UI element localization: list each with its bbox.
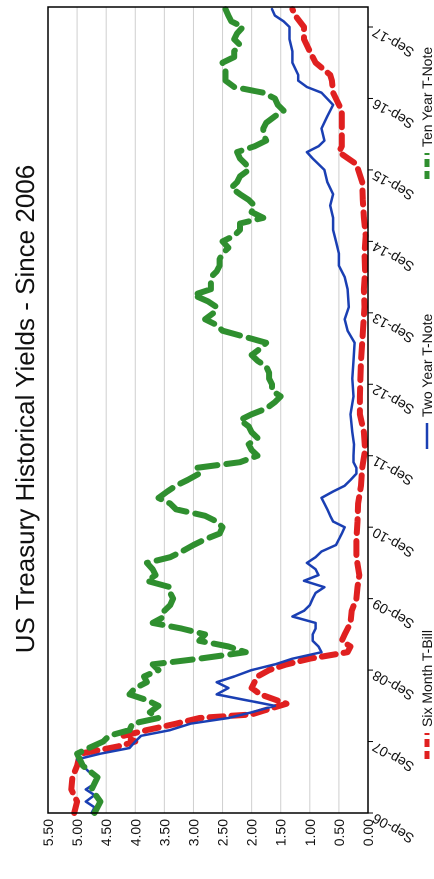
legend-label: Six Month T-Bill bbox=[419, 630, 434, 727]
series-line-two-year-t-note bbox=[75, 7, 358, 815]
y-tick-label: 4.50 bbox=[98, 819, 114, 846]
legend-label: Two Year T-Note bbox=[419, 314, 434, 417]
x-axis-ticks: Sep-06 Sep-07 Sep-08 Sep-09 Sep-10 Sep-11 Sep-… bbox=[368, 24, 417, 847]
series-line-ten-year-t-note bbox=[74, 6, 287, 816]
x-tick-label: Sep-11 bbox=[369, 453, 415, 489]
chart-title: US Treasury Historical Yields - Since 20… bbox=[10, 165, 40, 653]
legend-box bbox=[420, 0, 434, 464]
plot-frame bbox=[47, 6, 369, 814]
gridlines bbox=[47, 7, 369, 813]
y-tick-label: 4.00 bbox=[127, 819, 143, 846]
x-tick-label: Sep-13 bbox=[369, 310, 416, 347]
series-line-six-month-t-bill bbox=[68, 6, 369, 816]
x-tick-label: Sep-15 bbox=[369, 167, 416, 204]
y-axis-ticks: 0.00 0.50 1.00 1.50 2.00 2.50 3.00 3.50 4.00 4.50… bbox=[40, 819, 376, 846]
x-tick-label: Sep-16 bbox=[369, 96, 416, 133]
x-tick-label: Sep-09 bbox=[369, 596, 416, 633]
y-tick-label: 0.00 bbox=[360, 819, 376, 846]
y-tick-label: 1.50 bbox=[273, 819, 289, 846]
y-tick-label: 5.00 bbox=[69, 819, 85, 846]
legend: Six Month T-Bill Two Year T-Note Ten Year … bbox=[419, 0, 434, 759]
x-tick-label: Sep-08 bbox=[369, 667, 416, 704]
x-tick-label: Sep-06 bbox=[369, 810, 416, 847]
x-tick-label: Sep-12 bbox=[369, 382, 416, 419]
y-tick-label: 1.00 bbox=[302, 819, 318, 846]
y-tick-label: 5.50 bbox=[40, 819, 56, 846]
series-lines bbox=[68, 6, 369, 816]
y-tick-label: 0.50 bbox=[331, 819, 347, 846]
x-tick-label: Sep-10 bbox=[369, 524, 416, 561]
y-tick-label: 3.50 bbox=[156, 819, 172, 846]
y-tick-label: 2.00 bbox=[244, 819, 260, 846]
x-tick-label: Sep-07 bbox=[369, 739, 416, 776]
x-tick-label: Sep-17 bbox=[369, 24, 416, 61]
y-tick-label: 3.00 bbox=[185, 819, 201, 846]
x-tick-label: Sep-14 bbox=[369, 239, 416, 276]
y-tick-label: 2.50 bbox=[215, 819, 231, 846]
legend-label: Ten Year T-Note bbox=[419, 47, 434, 147]
